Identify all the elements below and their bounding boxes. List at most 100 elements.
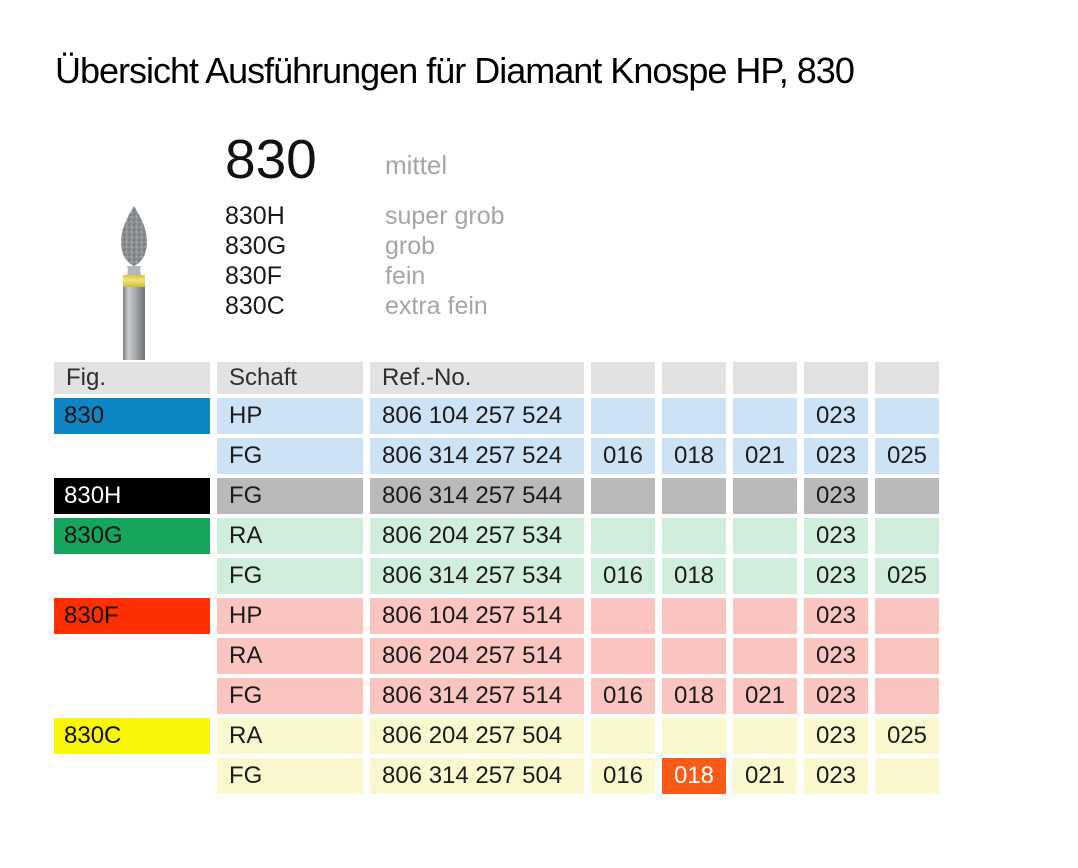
column-header: Schaft <box>217 362 363 394</box>
product-code: 830 <box>225 128 317 190</box>
size-cell: 016 <box>591 438 655 474</box>
size-cell <box>662 718 726 754</box>
variant-code: 830C <box>225 292 285 320</box>
ref-no-cell: 806 314 257 544 <box>370 478 584 514</box>
size-cell <box>591 478 655 514</box>
bur-head <box>121 206 147 266</box>
fig-cell: 830 <box>54 398 210 434</box>
variant-item: 830C extra fein <box>225 291 505 321</box>
variant-item: 830H super grob <box>225 201 505 231</box>
column-header <box>733 362 797 394</box>
size-cell <box>591 518 655 554</box>
size-cell <box>733 638 797 674</box>
fig-cell <box>54 558 210 594</box>
size-cell: 018 <box>662 438 726 474</box>
variant-item: 830G grob <box>225 231 505 261</box>
fig-cell: 830C <box>54 718 210 754</box>
column-header <box>662 362 726 394</box>
size-cell: 023 <box>804 678 868 714</box>
size-cell <box>662 518 726 554</box>
size-cell: 018 <box>662 558 726 594</box>
spec-table: Fig. Schaft Ref.-No. 830 HP 806 104 257 524 02… <box>54 362 939 794</box>
column-header: Ref.-No. <box>370 362 584 394</box>
ref-no-cell: 806 204 257 504 <box>370 718 584 754</box>
size-cell: 023 <box>804 478 868 514</box>
ref-no-cell: 806 104 257 524 <box>370 398 584 434</box>
ref-no-cell: 806 104 257 514 <box>370 598 584 634</box>
variant-code: 830H <box>225 202 285 230</box>
size-cell <box>875 398 939 434</box>
variant-grit: fein <box>385 262 426 290</box>
column-header: Fig. <box>54 362 210 394</box>
fig-cell <box>54 638 210 674</box>
size-cell: 025 <box>875 438 939 474</box>
variant-code: 830G <box>225 232 287 260</box>
bur-shank <box>123 287 145 360</box>
ref-no-cell: 806 204 257 514 <box>370 638 584 674</box>
variant-grit: super grob <box>385 202 505 230</box>
ref-no-cell: 806 314 257 524 <box>370 438 584 474</box>
size-cell: 023 <box>804 718 868 754</box>
size-cell: 023 <box>804 398 868 434</box>
size-cell <box>591 398 655 434</box>
size-cell <box>591 718 655 754</box>
size-cell: 023 <box>804 758 868 794</box>
ref-no-cell: 806 314 257 534 <box>370 558 584 594</box>
size-cell: 023 <box>804 638 868 674</box>
size-cell <box>875 678 939 714</box>
size-cell <box>875 598 939 634</box>
size-cell <box>591 598 655 634</box>
size-cell <box>875 758 939 794</box>
variant-code: 830F <box>225 262 282 290</box>
size-cell: 023 <box>804 558 868 594</box>
variant-grit: grob <box>385 232 436 260</box>
size-cell <box>733 558 797 594</box>
variant-grit: extra fein <box>385 292 488 320</box>
column-header <box>875 362 939 394</box>
size-cell <box>733 518 797 554</box>
product-grit: mittel <box>385 150 448 180</box>
column-header <box>804 362 868 394</box>
bur-neck <box>127 266 141 275</box>
size-cell <box>733 478 797 514</box>
fig-cell <box>54 438 210 474</box>
size-cell <box>875 638 939 674</box>
ref-no-cell: 806 204 257 534 <box>370 518 584 554</box>
size-cell: 023 <box>804 438 868 474</box>
size-cell <box>662 398 726 434</box>
size-cell <box>875 478 939 514</box>
size-cell: 018 <box>662 678 726 714</box>
page-title: Übersicht Ausführungen für Diamant Knosp… <box>55 50 855 91</box>
fig-cell <box>54 678 210 714</box>
schaft-cell: HP <box>217 398 363 434</box>
size-cell: 021 <box>733 438 797 474</box>
fig-cell: 830F <box>54 598 210 634</box>
size-cell <box>875 518 939 554</box>
size-cell <box>733 598 797 634</box>
schaft-cell: RA <box>217 638 363 674</box>
bur-band <box>123 275 145 287</box>
size-cell: 023 <box>804 518 868 554</box>
fig-cell: 830H <box>54 478 210 514</box>
schaft-cell: RA <box>217 518 363 554</box>
size-cell: 021 <box>733 758 797 794</box>
size-cell: 016 <box>591 678 655 714</box>
size-cell <box>662 638 726 674</box>
size-cell: 016 <box>591 558 655 594</box>
size-cell: 018 <box>662 758 726 794</box>
bur-photo <box>108 204 160 360</box>
schaft-cell: FG <box>217 758 363 794</box>
size-cell: 025 <box>875 718 939 754</box>
size-cell: 023 <box>804 598 868 634</box>
size-cell: 021 <box>733 678 797 714</box>
size-cell <box>591 638 655 674</box>
diamond-bud-bur-image <box>121 206 147 360</box>
variant-item: 830F fein <box>225 261 505 291</box>
size-cell <box>733 398 797 434</box>
fig-cell <box>54 758 210 794</box>
size-cell <box>662 478 726 514</box>
schaft-cell: FG <box>217 478 363 514</box>
size-cell <box>662 598 726 634</box>
column-header <box>591 362 655 394</box>
size-cell: 025 <box>875 558 939 594</box>
